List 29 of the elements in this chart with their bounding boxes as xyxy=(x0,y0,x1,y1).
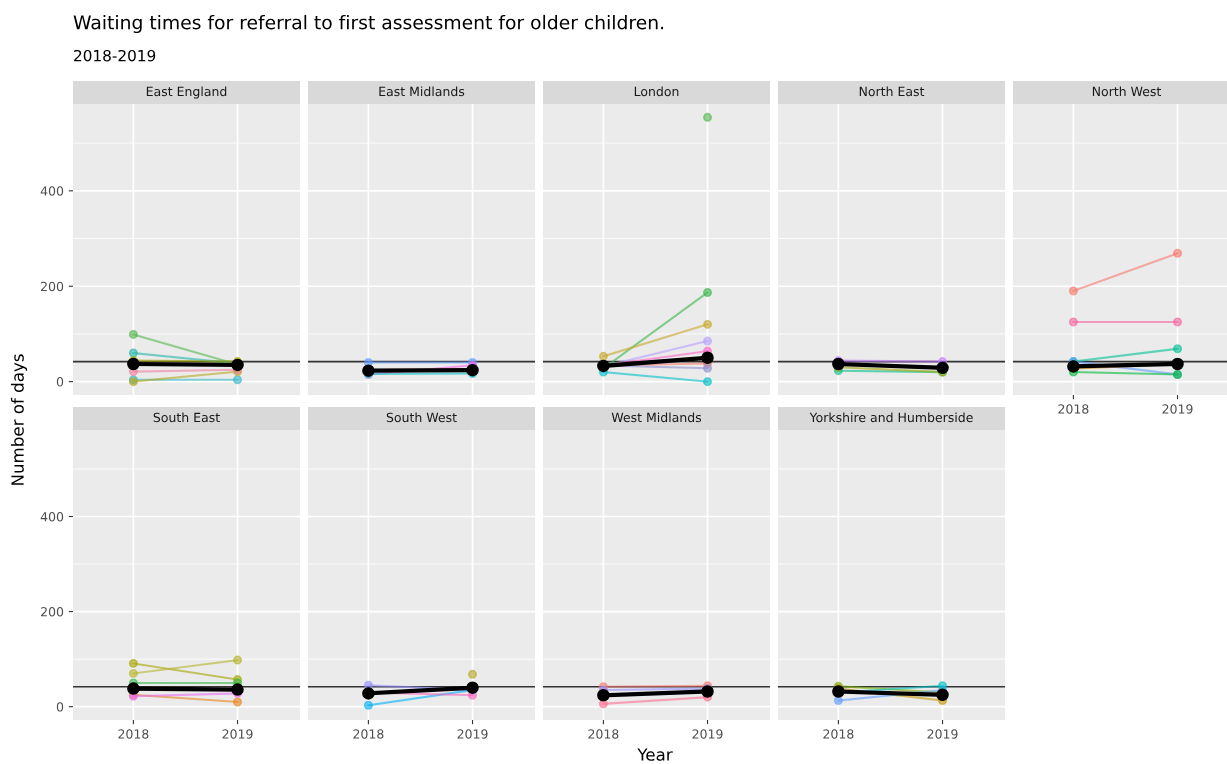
x-tick-label: 2019 xyxy=(692,729,723,739)
chart-title: London xyxy=(634,86,679,97)
y-tick-label: 0 xyxy=(56,702,64,712)
x-tick-label: 2018 xyxy=(118,729,149,739)
x-tick-label: 2018 xyxy=(823,729,854,739)
x-tick-label: 2019 xyxy=(927,729,958,739)
chart-title: South West xyxy=(386,412,457,423)
y-tick-label: 0 xyxy=(56,377,64,387)
chart-title: North East xyxy=(859,86,925,97)
text: Year xyxy=(637,748,673,761)
chart-title: Yorkshire and Humberside xyxy=(809,412,973,423)
text: Number of days xyxy=(10,354,28,485)
y-tick-label: 400 xyxy=(40,512,64,522)
y-tick-label: 200 xyxy=(41,281,64,292)
text: Waiting times for referral to first assessment for older children. xyxy=(73,14,664,34)
x-tick-label: 2018 xyxy=(588,729,619,739)
x-tick-label: 2018 xyxy=(353,729,384,739)
text: 2018-2019 xyxy=(74,49,156,62)
x-tick-label: 2019 xyxy=(222,729,253,739)
x-tick-label: 2018 xyxy=(1058,404,1089,414)
y-tick-label: 400 xyxy=(40,186,64,196)
chart-title: East England xyxy=(146,86,227,99)
x-tick-label: 2019 xyxy=(457,729,488,739)
chart-title: North West xyxy=(1092,86,1162,97)
x-tick-label: 2019 xyxy=(1162,404,1193,414)
chart-title: East Midlands xyxy=(379,86,465,97)
y-tick-label: 200 xyxy=(41,607,64,617)
chart-title: South East xyxy=(153,412,220,423)
chart-title: West Midlands xyxy=(611,412,702,423)
